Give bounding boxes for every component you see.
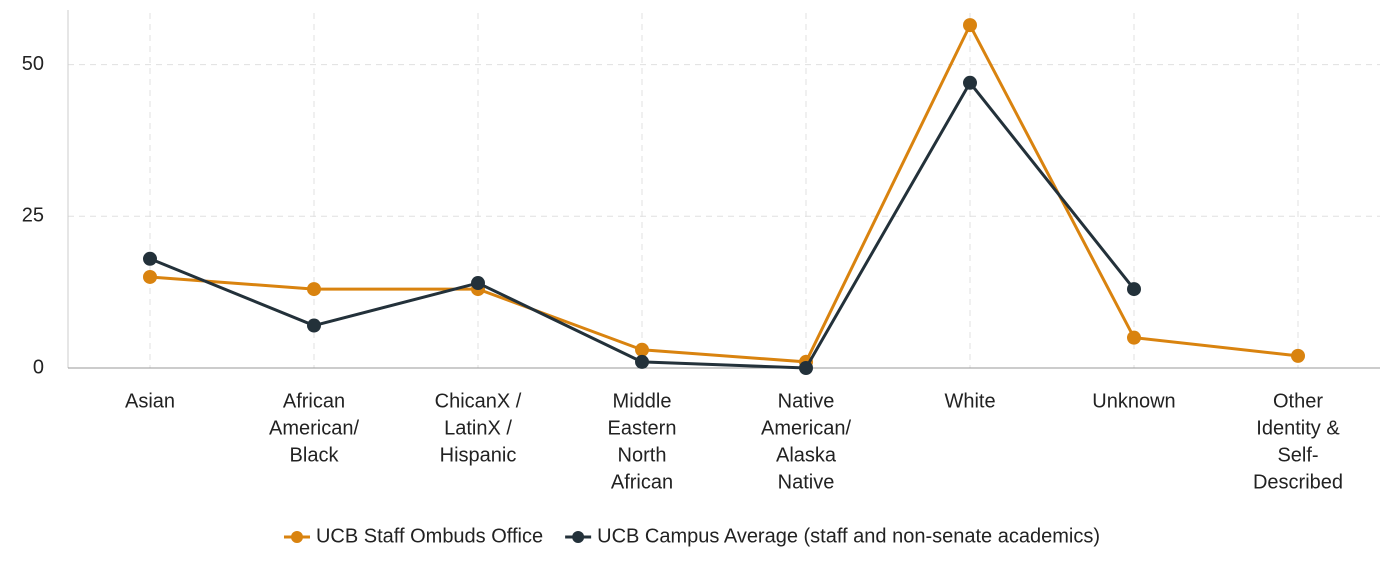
y-tick-label: 25 [22, 205, 44, 227]
point [1127, 330, 1141, 345]
x-tick-label: ChicanX / [435, 390, 522, 412]
point [963, 75, 977, 90]
x-tick-label: Alaska [776, 444, 837, 466]
x-tick-label: Black [290, 444, 340, 466]
point [635, 354, 649, 369]
x-tick-label: African [611, 471, 673, 493]
x-tick-label: American/ [269, 417, 359, 439]
x-tick-label: White [944, 390, 995, 412]
series-line [149, 21, 1299, 364]
legend-label: UCB Campus Average (staff and non-senate… [597, 525, 1100, 547]
y-tick-label: 50 [22, 53, 44, 75]
x-tick-label: African [283, 390, 345, 412]
point [307, 282, 321, 297]
x-tick-label: Hispanic [440, 444, 517, 466]
x-tick-label: North [618, 444, 667, 466]
x-tick-label: Asian [125, 390, 175, 412]
y-tick-label: 0 [33, 356, 44, 378]
x-tick-label: Self- [1277, 444, 1318, 466]
x-tick-label: Unknown [1092, 390, 1175, 412]
point [143, 269, 157, 284]
point [799, 361, 813, 375]
x-tick-label: Middle [613, 390, 672, 412]
point [143, 251, 157, 266]
point [963, 18, 977, 33]
legend-label: UCB Staff Ombuds Office [316, 525, 543, 547]
point [1291, 348, 1305, 363]
legend-marker [290, 531, 303, 543]
point [307, 318, 321, 333]
legend-marker [572, 531, 585, 543]
x-tick-label: LatinX / [444, 417, 512, 439]
x-tick-label: Native [778, 390, 835, 412]
point [635, 342, 649, 357]
x-tick-label: Native [778, 471, 835, 493]
point [471, 276, 485, 291]
point [1127, 282, 1141, 297]
x-tick-label: Described [1253, 471, 1343, 493]
x-tick-label: Eastern [608, 417, 677, 439]
x-tick-label: Identity & [1256, 417, 1340, 439]
x-tick-label: Other [1273, 390, 1323, 412]
x-tick-label: American/ [761, 417, 851, 439]
